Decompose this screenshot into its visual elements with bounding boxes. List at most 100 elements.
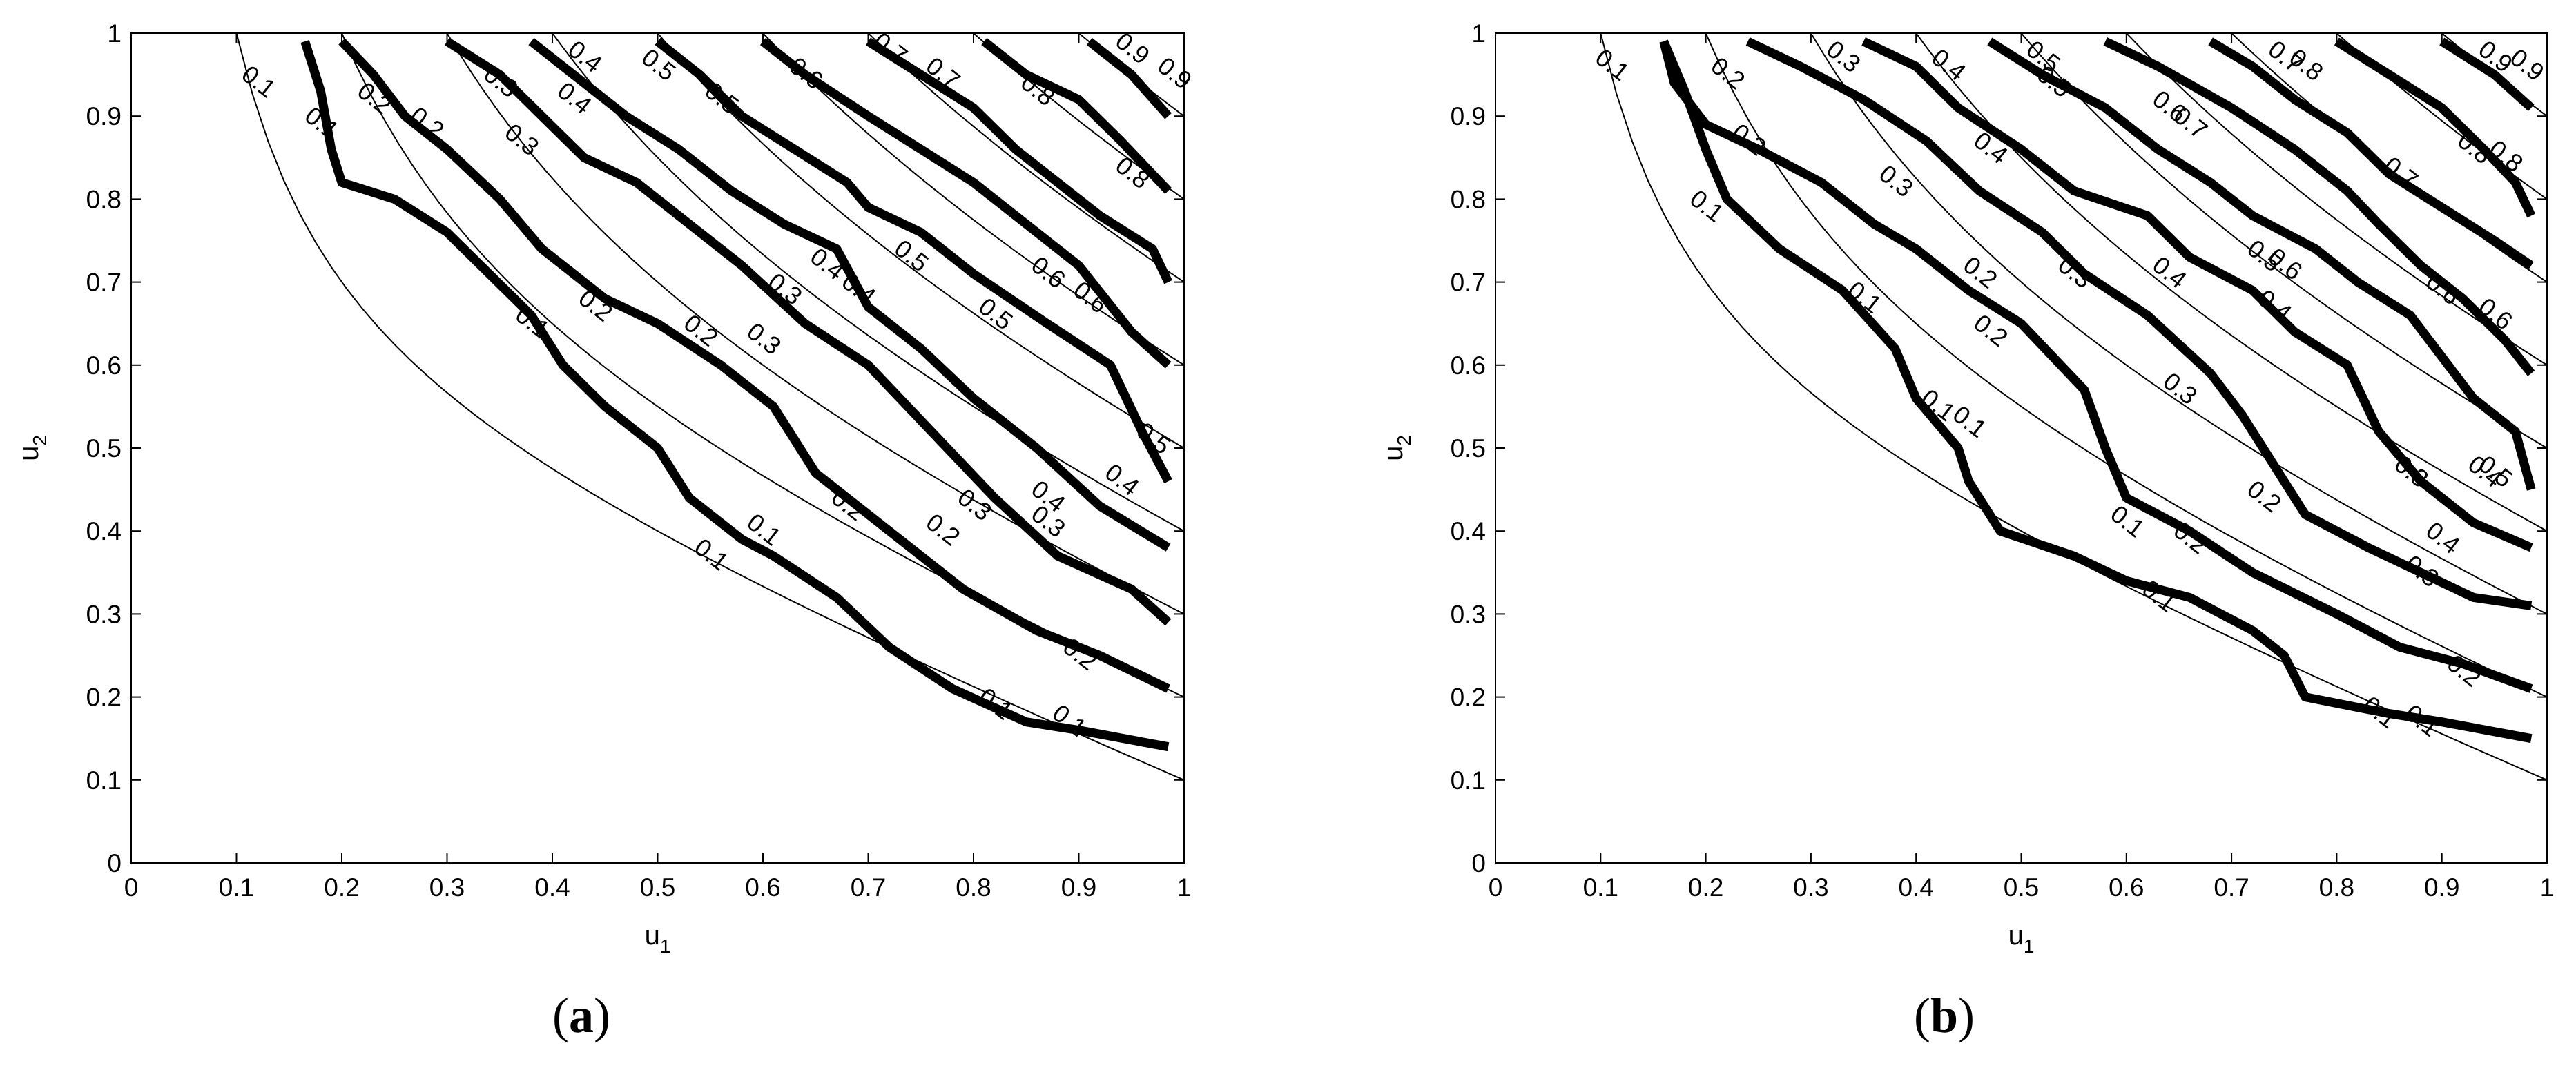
empirical-contour-line xyxy=(866,37,1172,284)
x-tick-label: 0.9 xyxy=(1061,873,1096,902)
x-tick-label: 1 xyxy=(2540,873,2555,902)
x-tick-label: 0.2 xyxy=(324,873,359,902)
y-tick-label: 1 xyxy=(1471,19,1486,48)
empirical-contours xyxy=(1659,37,2536,744)
contour-label: 0.4 xyxy=(2421,516,2466,559)
y-tick-label: 0.6 xyxy=(86,351,122,380)
contour-label: 0.3 xyxy=(763,267,808,311)
reference-contour-line xyxy=(1810,33,2547,615)
contour-label: 0.3 xyxy=(1821,35,1866,78)
x-tick-label: 0.3 xyxy=(1793,873,1828,902)
empirical-contour-line xyxy=(1086,37,1172,119)
x-tick-label: 0.4 xyxy=(534,873,570,902)
contour-label: 0.1 xyxy=(300,101,345,144)
contour-label: 0.2 xyxy=(921,507,966,551)
reference-contour-line xyxy=(235,33,1184,781)
y-tick-label: 0.9 xyxy=(1451,102,1486,130)
contour-label: 0.1 xyxy=(689,532,734,576)
empirical-contour-line xyxy=(1987,37,2536,491)
y-tick-label: 0.8 xyxy=(86,185,122,213)
contour-label: 0.3 xyxy=(1874,159,1919,202)
y-tick-label: 0.4 xyxy=(1451,517,1486,545)
panel-label-a: (a) xyxy=(552,988,610,1043)
y-tick-label: 0.1 xyxy=(1451,766,1486,795)
contour-label: 0.1 xyxy=(236,59,281,103)
x-tick-label: 0.6 xyxy=(745,873,780,902)
y-tick-label: 0.4 xyxy=(86,517,122,545)
x-tick-label: 1 xyxy=(1177,873,1192,902)
reference-contour-line xyxy=(2126,33,2547,366)
x-tick-label: 0.5 xyxy=(2004,873,2039,902)
x-tick-label: 0.7 xyxy=(2214,873,2249,902)
contour-label: 0.9 xyxy=(2505,43,2550,86)
empirical-contour-line xyxy=(759,37,1172,369)
reference-contour-line xyxy=(1915,33,2547,532)
contour-label: 0.1 xyxy=(2400,699,2445,742)
empirical-contour-line xyxy=(2334,37,2536,218)
contour-label: 0.4 xyxy=(1968,126,2013,169)
x-axis-label: u1 xyxy=(645,920,671,957)
y-tick-label: 0.9 xyxy=(86,102,122,130)
x-tick-label: 0.5 xyxy=(640,873,675,902)
y-tick-label: 0.5 xyxy=(86,434,122,463)
contour-label: 0.2 xyxy=(352,76,397,119)
y-tick-label: 0.6 xyxy=(1451,351,1486,380)
reference-contour-line xyxy=(2020,33,2547,449)
x-tick-label: 0.9 xyxy=(2424,873,2459,902)
x-tick-label: 0.2 xyxy=(1688,873,1723,902)
contour-label: 0.3 xyxy=(2158,367,2202,410)
y-tick-label: 0.3 xyxy=(1451,600,1486,628)
contour-label: 0.9 xyxy=(1152,51,1197,95)
x-axis-label: u1 xyxy=(2008,920,2035,957)
empirical-contour-line xyxy=(2103,37,2535,376)
reference-contour-line xyxy=(762,33,1184,366)
x-tick-label: 0.6 xyxy=(2109,873,2144,902)
x-tick-label: 0 xyxy=(1489,873,1503,902)
contour-label: 0.2 xyxy=(573,284,618,327)
empirical-contour-line xyxy=(981,37,1172,194)
reference-contour-line xyxy=(1705,33,2547,698)
empirical-contour-line xyxy=(1861,37,2533,552)
contour-label: 0.2 xyxy=(405,101,449,144)
contour-label: 0.2 xyxy=(1706,51,1751,95)
contour-label: 0.4 xyxy=(1026,474,1071,518)
y-tick-label: 1 xyxy=(107,19,122,48)
contour-label: 0.1 xyxy=(2358,690,2403,734)
contour-label: 0.6 xyxy=(1068,275,1113,319)
reference-contour-line xyxy=(552,33,1184,532)
y-tick-label: 0.1 xyxy=(86,766,122,795)
y-tick-label: 0 xyxy=(107,849,122,877)
empirical-contour-line xyxy=(528,37,1171,552)
y-tick-label: 0 xyxy=(1471,849,1486,877)
contour-label: 0.2 xyxy=(2442,649,2487,692)
empirical-contour-line xyxy=(1659,39,2533,744)
y-tick-label: 0.5 xyxy=(1451,434,1486,463)
contour-label: 0.1 xyxy=(1843,275,1888,319)
y-axis-label: u2 xyxy=(14,435,50,461)
empirical-contour-line xyxy=(1659,40,2533,693)
contour-label: 0.4 xyxy=(2253,284,2298,327)
x-tick-label: 0.4 xyxy=(1898,873,1933,902)
contour-label: 0.4 xyxy=(1100,458,1145,501)
y-tick-label: 0.7 xyxy=(86,269,122,297)
contour-label: 0.4 xyxy=(837,267,882,311)
empirical-contour-line xyxy=(655,37,1172,484)
x-tick-label: 0.7 xyxy=(851,873,886,902)
chart-panel-a: 0.10.10.10.10.10.1 0.10.20.20.20.20.20.20… xyxy=(14,19,1197,957)
y-tick-label: 0.7 xyxy=(1451,269,1486,297)
empirical-contour-line xyxy=(338,38,1170,693)
empirical-contour-line xyxy=(300,40,1170,752)
contour-label: 0.4 xyxy=(805,242,850,286)
empirical-contour-line xyxy=(2208,37,2534,269)
contour-label: 0.6 xyxy=(2473,292,2518,336)
contour-labels: 0.10.10.10.10.10.10.10.10.10.20.20.20.20… xyxy=(1590,35,2550,742)
contour-label: 0.8 xyxy=(1110,151,1155,194)
reference-contours xyxy=(235,33,1184,781)
empirical-contour-line xyxy=(1745,37,2533,610)
x-tick-label: 0.1 xyxy=(219,873,254,902)
empirical-contour-line xyxy=(445,37,1172,626)
reference-contour-line xyxy=(657,33,1184,449)
panel-label-b: (b) xyxy=(1914,988,1975,1043)
reference-contour-line xyxy=(867,33,1184,283)
